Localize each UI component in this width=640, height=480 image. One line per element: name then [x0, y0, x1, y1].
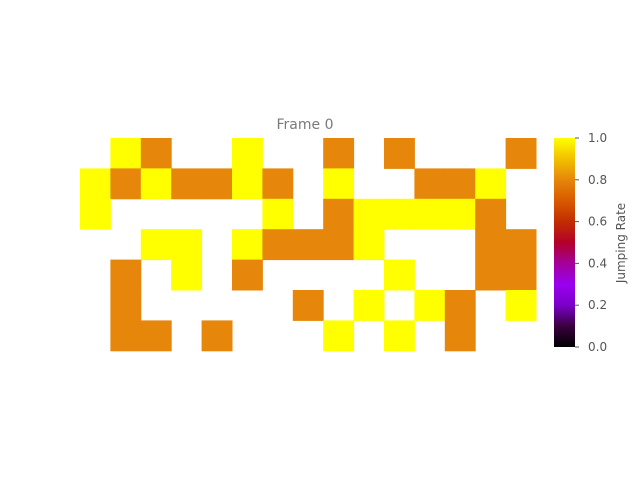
- heatmap-cell: [475, 259, 507, 291]
- colorbar-tick-label: 0.4: [588, 256, 607, 270]
- colorbar-tick-label: 1.0: [588, 131, 607, 145]
- heatmap-cell: [475, 198, 507, 230]
- heatmap-cell: [505, 229, 537, 261]
- heatmap-cell: [292, 290, 324, 321]
- heatmap-cell: [262, 168, 294, 200]
- heatmap-cell: [475, 229, 507, 261]
- heatmap-cell: [262, 229, 294, 261]
- heatmap-cell: [505, 259, 537, 291]
- heatmap-cell: [171, 259, 203, 291]
- heatmap-cell: [444, 168, 476, 200]
- heatmap-cell: [444, 320, 476, 352]
- heatmap-cell: [323, 229, 355, 261]
- heatmap-cell: [140, 320, 172, 352]
- colorbar-label: Jumping Rate: [614, 203, 628, 284]
- heatmap-cell: [323, 198, 355, 230]
- colorbar-tick-label: 0.6: [588, 215, 607, 229]
- colorbar-tick-label: 0.8: [588, 173, 607, 187]
- heatmap-cell: [444, 290, 476, 321]
- heatmap-cell: [384, 320, 415, 352]
- heatmap-cell: [232, 229, 263, 261]
- heatmap-cell: [110, 259, 142, 291]
- heatmap-cell: [140, 138, 172, 169]
- heatmap-cell: [140, 168, 172, 200]
- heatmap-cell: [232, 168, 263, 200]
- colorbar-tick-label: 0.2: [588, 298, 607, 312]
- heatmap-cell: [171, 229, 203, 261]
- heatmap-cell: [353, 198, 385, 230]
- heatmap-cell: [384, 198, 415, 230]
- heatmap-cell: [353, 290, 385, 321]
- heatmap-cell: [262, 198, 294, 230]
- heatmap-cell: [353, 229, 385, 261]
- heatmap-cell: [505, 138, 537, 169]
- heatmap-cell: [323, 168, 355, 200]
- heatmap-cell: [505, 290, 537, 321]
- heatmap-cells: [80, 138, 537, 352]
- heatmap-cell: [323, 320, 355, 352]
- heatmap-cell: [292, 229, 324, 261]
- heatmap-cell: [323, 138, 355, 169]
- heatmap-cell: [475, 168, 507, 200]
- heatmap-cell: [110, 290, 142, 321]
- heatmap-cell: [201, 320, 233, 352]
- heatmap-cell: [110, 138, 142, 169]
- heatmap-cell: [444, 198, 476, 230]
- colorbar-gradient: [554, 138, 575, 347]
- heatmap-cell: [80, 198, 111, 230]
- heatmap-cell: [384, 259, 415, 291]
- heatmap-cell: [232, 138, 263, 169]
- heatmap-cell: [171, 168, 203, 200]
- heatmap-cell: [384, 138, 415, 169]
- heatmap-cell: [414, 168, 446, 200]
- colorbar: 0.0 0.2 0.4 0.6 0.8 1.0 Jumping Rate: [554, 131, 628, 354]
- heatmap-cell: [80, 168, 111, 200]
- heatmap-cell: [414, 290, 446, 321]
- colorbar-ticks: 0.0 0.2 0.4 0.6 0.8 1.0: [575, 131, 607, 354]
- heatmap-cell: [414, 198, 446, 230]
- heatmap-cell: [201, 168, 233, 200]
- heatmap-cell: [140, 229, 172, 261]
- heatmap-cell: [110, 168, 142, 200]
- heatmap-cell: [232, 259, 263, 291]
- colorbar-tick-label: 0.0: [588, 340, 607, 354]
- chart-title: Frame 0: [277, 117, 334, 133]
- heatmap-cell: [110, 320, 142, 352]
